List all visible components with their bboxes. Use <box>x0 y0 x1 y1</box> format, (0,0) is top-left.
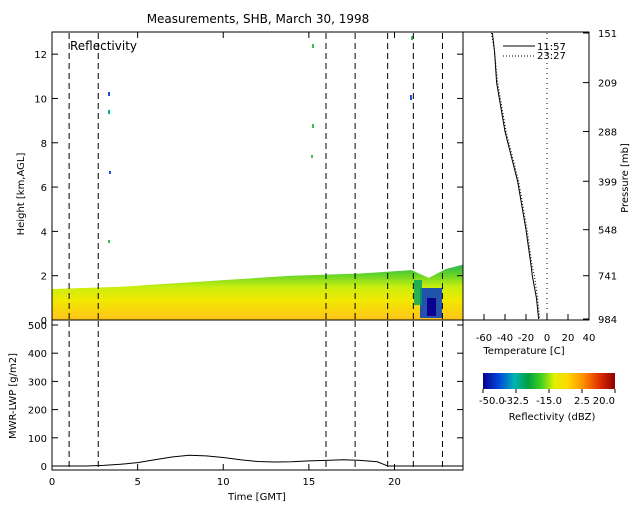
pressure-tick-label: 209 <box>598 79 617 90</box>
pressure-tick-label: 399 <box>598 177 617 188</box>
sounding-frame <box>462 31 590 321</box>
pressure-axis-label: Pressure [mb] <box>620 143 631 213</box>
cloud-layer <box>52 264 463 320</box>
echo-speck <box>311 155 313 158</box>
lwp-y-tick-label: 300 <box>28 377 47 388</box>
time-x-ticks: 0 5 10 15 20 <box>49 32 401 488</box>
echo-speck <box>312 124 314 128</box>
time-markers-top <box>68 33 443 319</box>
temperature-x-tick-label: 20 <box>562 333 575 344</box>
colorbar-tick-label: 2.5 <box>574 396 590 407</box>
temperature-x-tick-label: -20 <box>518 333 534 344</box>
lwp-y-tick-label: 200 <box>28 406 47 417</box>
time-markers-bottom <box>68 321 443 469</box>
temperature-x-tick-label: -60 <box>476 333 492 344</box>
colorbar-ticks: -50.0-32.5 -15.0 2.5 20.0 <box>479 389 616 407</box>
colorbar-gradient <box>483 373 615 389</box>
echo-speck <box>108 240 110 243</box>
reflectivity-y-tick-label: 2 <box>41 272 47 283</box>
temperature-x-tick-label: 0 <box>544 333 550 344</box>
temperature-x-ticks: -60 -40 -20 0 20 40 <box>476 314 596 344</box>
strong-echo-core <box>427 298 436 316</box>
echo-patch-green <box>414 280 422 305</box>
reflectivity-y-tick-label: 6 <box>41 183 47 194</box>
time-x-tick-label: 5 <box>134 477 140 488</box>
echo-speck <box>108 110 110 114</box>
colorbar-tick-label: -50.0 <box>479 396 505 407</box>
legend-1157-label: 11:57 <box>537 42 566 53</box>
sounding-panel: 11:57 23:27 -60 -40 -20 0 20 40 151 209 288 399 5… <box>462 29 631 357</box>
reflectivity-panel: Reflectivity 0 2 4 6 8 10 12 Height [km,AGL] <box>16 31 464 327</box>
figure-title: Measurements, SHB, March 30, 1998 <box>147 12 370 26</box>
temperature-x-axis-label: Temperature [C] <box>482 346 564 357</box>
echo-speck <box>109 171 111 174</box>
sounding-2327-line <box>490 32 541 320</box>
colorbar-tick-label: -15.0 <box>536 396 562 407</box>
echo-speck <box>312 44 314 48</box>
lwp-y-tick-label: 400 <box>28 349 47 360</box>
time-x-tick-label: 15 <box>303 477 316 488</box>
pressure-ticks: 151 209 288 399 548 741 984 <box>583 29 617 326</box>
temperature-x-tick-label: 40 <box>583 333 596 344</box>
reflectivity-panel-label: Reflectivity <box>70 39 137 53</box>
legend-2327-label: 23:27 <box>537 51 566 62</box>
time-x-tick-label: 0 <box>49 477 55 488</box>
reflectivity-y-tick-label: 12 <box>34 50 47 61</box>
pressure-tick-label: 984 <box>598 315 617 326</box>
time-x-tick-label: 10 <box>217 477 230 488</box>
echo-speck <box>410 95 412 100</box>
colorbar-label: Reflectivity (dBZ) <box>509 412 596 423</box>
lwp-series-line <box>52 454 463 467</box>
temperature-x-tick-label: -40 <box>497 333 513 344</box>
echo-speck <box>108 92 110 96</box>
echo-speck <box>411 36 413 40</box>
pressure-tick-label: 741 <box>598 272 617 283</box>
reflectivity-colorbar: -50.0-32.5 -15.0 2.5 20.0 Reflectivity (dBZ… <box>479 373 616 423</box>
reflectivity-y-tick-label: 10 <box>34 94 47 105</box>
lwp-y-tick-label: 0 <box>41 462 47 473</box>
time-x-tick-label: 20 <box>388 477 401 488</box>
reflectivity-y-tick-label: 8 <box>41 139 47 150</box>
lwp-y-tick-label: 100 <box>28 434 47 445</box>
pressure-tick-label: 548 <box>598 226 617 237</box>
pressure-tick-label: 151 <box>598 29 617 40</box>
lwp-y-ticks: 0 100 200 300 400 500 <box>28 321 463 473</box>
reflectivity-y-tick-label: 4 <box>41 227 47 238</box>
sounding-1157-line <box>491 32 540 320</box>
lwp-y-axis-label: MWR-LWP [g/m2] <box>8 353 19 439</box>
colorbar-tick-label: -32.5 <box>503 396 529 407</box>
time-x-axis-label: Time [GMT] <box>227 492 286 503</box>
colorbar-tick-label: 20.0 <box>593 396 615 407</box>
reflectivity-y-axis-label: Height [km,AGL] <box>16 153 27 236</box>
lwp-frame <box>51 319 464 471</box>
reflectivity-y-tick-label: 0 <box>41 316 47 327</box>
reflectivity-y-ticks: 0 2 4 6 8 10 12 <box>34 50 463 327</box>
lwp-y-tick-label: 500 <box>28 321 47 332</box>
pressure-tick-label: 288 <box>598 128 617 139</box>
